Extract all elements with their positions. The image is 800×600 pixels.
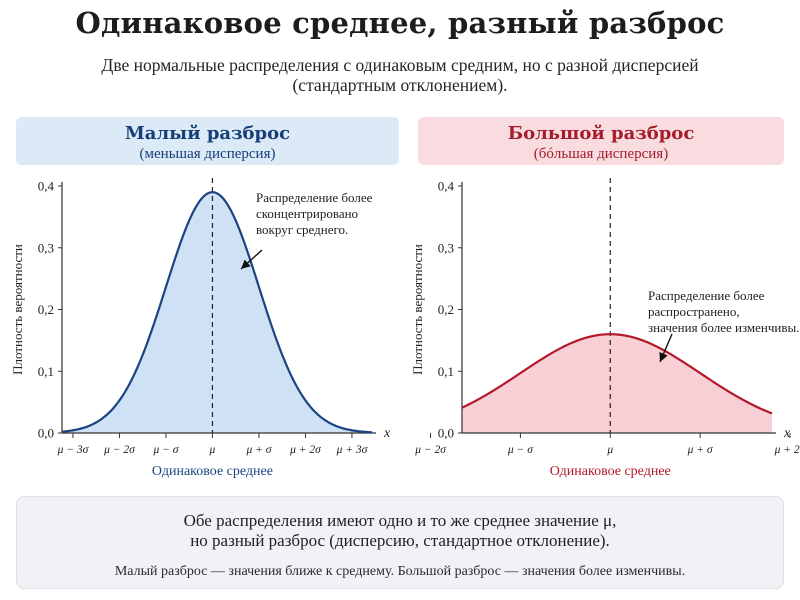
left-panel-header: Малый разброс (меньшая дисперсия) bbox=[16, 117, 399, 165]
left-area-fill bbox=[62, 192, 372, 433]
left-y-tick-label: 0,1 bbox=[38, 364, 54, 379]
left-annotation-line: вокруг среднего. bbox=[256, 222, 348, 237]
left-y-tick-label: 0,4 bbox=[38, 179, 55, 194]
left-x-tick-label: μ − σ bbox=[152, 444, 179, 456]
left-annotation-arrowhead bbox=[241, 259, 251, 269]
summary-box: Обе распределения имеют одно и то же сре… bbox=[16, 496, 784, 589]
right-annotation-line: значения более изменчивы. bbox=[648, 320, 800, 335]
page-subtitle: Две нормальные распределения с одинаковы… bbox=[60, 55, 740, 95]
page-title: Одинаковое среднее, разный разброс bbox=[75, 6, 725, 40]
left-x-axis-label: x bbox=[383, 426, 391, 441]
right-x-tick-label: μ bbox=[606, 444, 613, 456]
left-y-tick-label: 0,2 bbox=[38, 302, 54, 317]
right-y-tick-label: 0,0 bbox=[438, 426, 454, 441]
left-x-tick-label: μ bbox=[209, 444, 216, 456]
right-x-axis-label: x bbox=[783, 426, 791, 441]
right-annotation-line: распространено, bbox=[648, 304, 740, 319]
right-y-tick-label: 0,2 bbox=[438, 302, 454, 317]
left-x-tick-label: μ + 2σ bbox=[289, 444, 322, 456]
left-y-tick-label: 0,3 bbox=[38, 240, 54, 255]
right-y-tick-label: 0,1 bbox=[438, 364, 454, 379]
right-y-axis-label: Плотность вероятности bbox=[410, 244, 425, 375]
left-x-tick-label: μ − 2σ bbox=[103, 444, 136, 456]
right-y-tick-label: 0,4 bbox=[438, 179, 455, 194]
summary-note: Малый разброс — значения ближе к среднем… bbox=[114, 564, 686, 579]
right-panel-title: Большой разброс bbox=[507, 123, 695, 144]
left-series-line bbox=[61, 191, 373, 434]
summary-line-1: Обе распределения имеют одно и то же сре… bbox=[183, 511, 617, 530]
left-y-axis-label: Плотность вероятности bbox=[10, 244, 25, 375]
right-area-fill bbox=[462, 334, 772, 433]
left-annotation-line: Распределение более bbox=[256, 190, 373, 205]
subtitle-line-1: Две нормальные распределения с одинаковы… bbox=[101, 55, 699, 75]
left-panel-subtitle: (меньшая дисперсия) bbox=[139, 146, 276, 162]
left-chart: 0,0 0,1 0,2 0,3 0,4 μ − 3σ μ − 2σ μ − σ μ μ + σ μ … bbox=[10, 178, 391, 479]
right-series-line bbox=[461, 333, 773, 415]
left-x-tick-label: μ + σ bbox=[245, 444, 272, 456]
subtitle-line-2: (стандартным отклонением). bbox=[292, 75, 508, 95]
right-mean-label: Одинаковое среднее bbox=[550, 464, 671, 479]
right-y-tick-label: 0,3 bbox=[438, 240, 454, 255]
right-x-tick-label: μ + 2σ bbox=[774, 444, 800, 456]
right-annotation-arrowhead bbox=[659, 351, 668, 362]
summary-line-2: но разный разброс (дисперсию, стандартно… bbox=[190, 531, 610, 550]
right-panel-header: Большой разброс (бóльшая дисперсия) bbox=[418, 117, 784, 165]
left-x-tick-label: μ − 3σ bbox=[57, 444, 90, 456]
summary-text: Обе распределения имеют одно и то же сре… bbox=[17, 511, 783, 551]
right-x-tick-label: μ − 2σ bbox=[414, 444, 447, 456]
left-mean-label: Одинаковое среднее bbox=[152, 464, 273, 479]
right-annotation-line: Распределение более bbox=[648, 288, 765, 303]
right-chart: 0,00,10,20,30,4μ − 3σμ − 2σμ − σμμ + σμ … bbox=[410, 178, 800, 479]
left-annotation-line: сконцентрировано bbox=[256, 206, 358, 221]
left-panel-title: Малый разброс bbox=[124, 123, 291, 144]
left-x-tick-label: μ + 3σ bbox=[336, 444, 369, 456]
right-x-tick-label: μ − σ bbox=[507, 444, 534, 456]
right-panel-subtitle: (бóльшая дисперсия) bbox=[533, 146, 669, 162]
left-y-tick-label: 0,0 bbox=[38, 426, 54, 441]
right-x-tick-label: μ + σ bbox=[687, 444, 714, 456]
